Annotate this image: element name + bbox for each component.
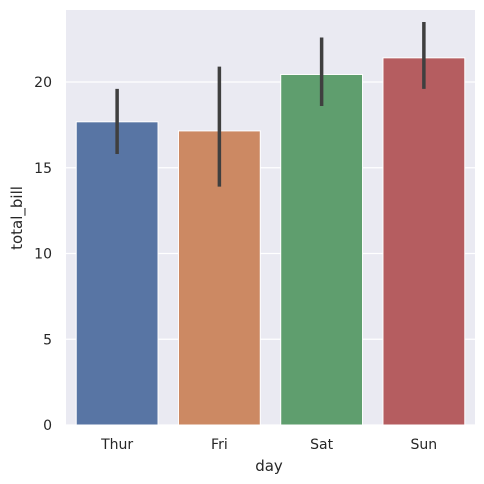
y-tick-label: 20 (34, 75, 52, 91)
y-axis-label: total_bill (8, 186, 27, 250)
bar-thur (75, 121, 159, 426)
y-axis-ticks: 0 5 10 15 20 (34, 75, 52, 434)
x-tick-label: Sun (411, 437, 438, 453)
error-bars (115, 22, 426, 187)
y-tick-label: 5 (43, 332, 52, 348)
bar-sun (382, 57, 466, 426)
y-tick-label: 0 (43, 418, 52, 434)
y-tick-label: 10 (34, 247, 52, 263)
y-tick-label: 15 (34, 161, 52, 177)
x-tick-label: Fri (211, 437, 228, 453)
x-axis-label: day (255, 457, 283, 475)
x-axis-ticks: Thur Fri Sat Sun (100, 437, 437, 453)
x-tick-label: Thur (100, 437, 133, 453)
x-tick-label: Sat (310, 437, 333, 453)
bar-sat (280, 73, 364, 426)
